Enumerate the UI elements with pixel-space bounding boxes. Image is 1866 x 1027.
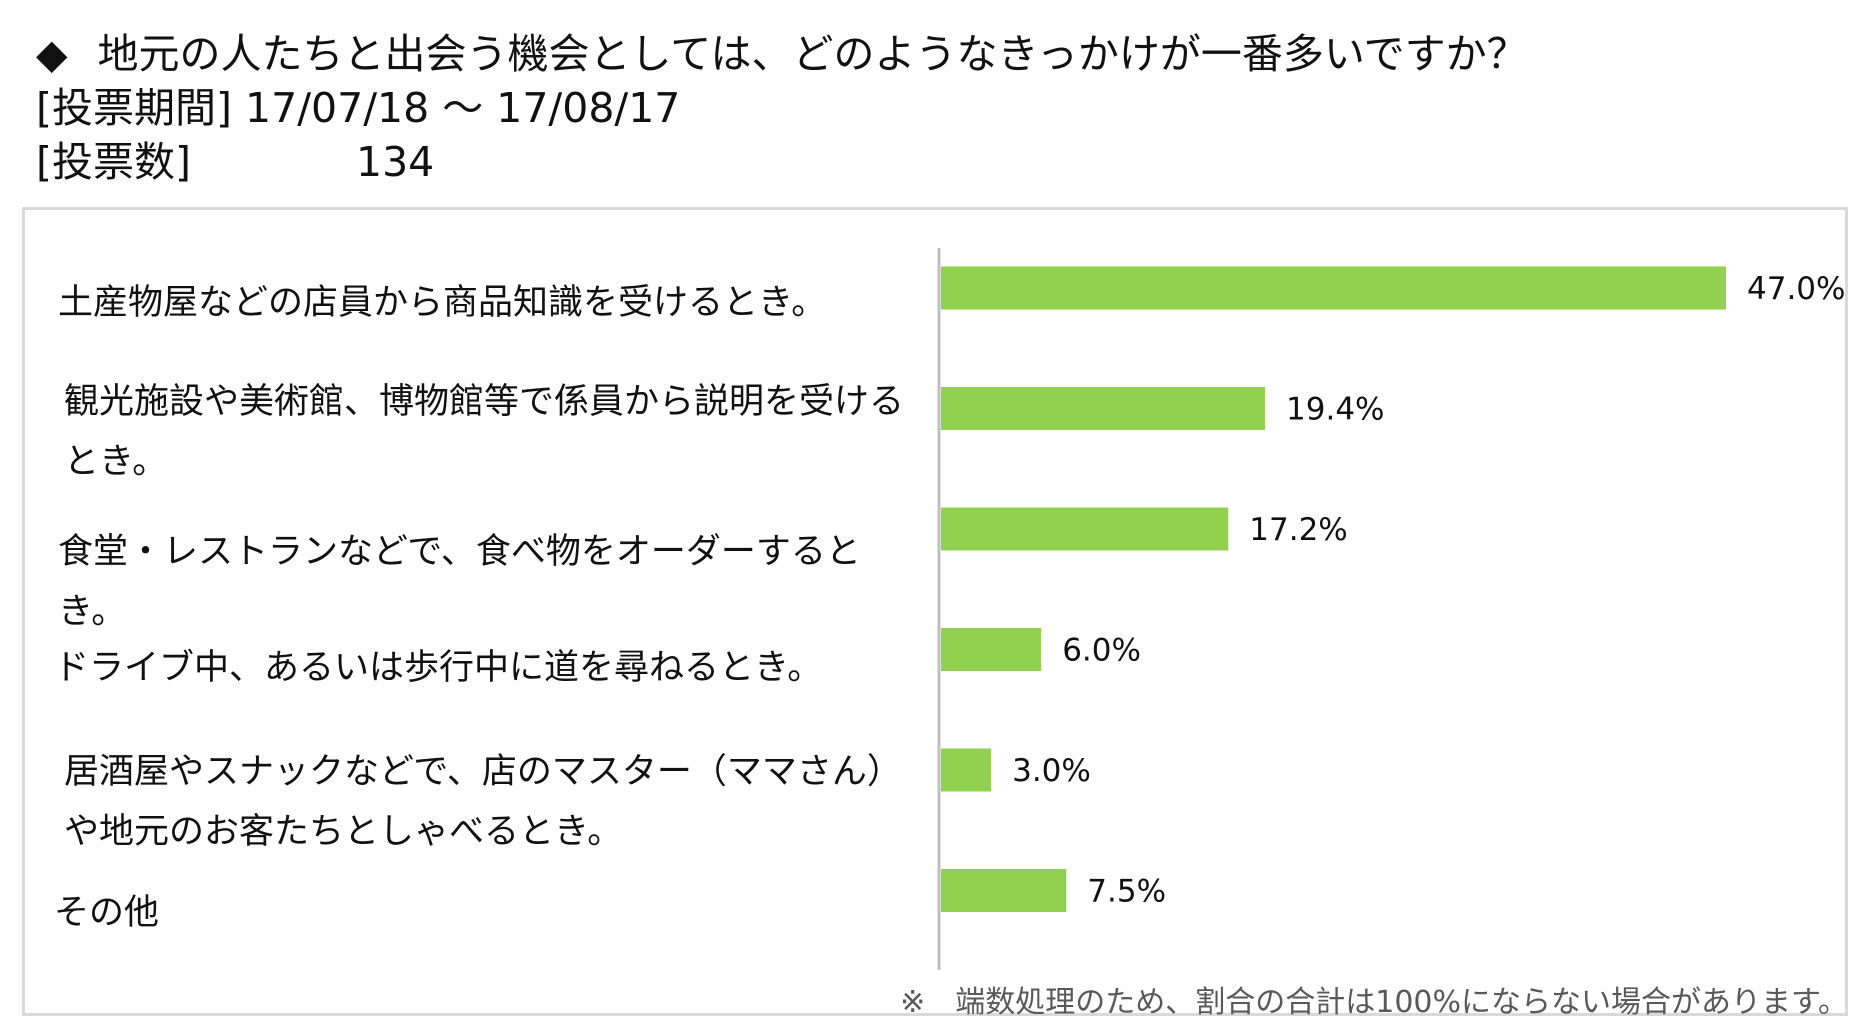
data-label: 19.4% xyxy=(1286,392,1384,428)
question-line: ◆ 地元の人たちと出会う機会としては、どのようなきっかけが一番多いですか？ xyxy=(36,34,1528,75)
bar xyxy=(941,628,1042,671)
category-label: その他 xyxy=(54,893,160,933)
bar xyxy=(941,266,1726,310)
category-label: 食堂・レストランなどで、食べ物をオーダーするとき。 xyxy=(58,532,861,632)
chart-frame xyxy=(22,207,1848,1016)
period-label: [投票期間] xyxy=(36,84,232,132)
question-text: 地元の人たちと出会う機会としては、どのようなきっかけが一番多いですか？ xyxy=(97,30,1528,78)
period-value: 17/07/18 〜 17/08/17 xyxy=(245,84,681,132)
bar xyxy=(941,507,1229,551)
bar xyxy=(941,387,1266,430)
diamond-icon: ◆ xyxy=(36,30,68,78)
category-label: 居酒屋やスナックなどで、店のマスター（ママさん）や地元のお客たちとしゃべるとき。 xyxy=(64,752,885,852)
category-label: 観光施設や美術館、博物館等で係員から説明を受けるとき。 xyxy=(64,382,905,482)
bar xyxy=(941,869,1067,912)
votes-line: [投票数] 134 xyxy=(36,142,434,183)
category-label: 土産物屋などの店員から商品知識を受けるとき。 xyxy=(58,283,827,323)
data-label: 17.2% xyxy=(1249,512,1347,548)
data-label: 3.0% xyxy=(1012,753,1091,789)
bar xyxy=(941,748,992,792)
footnote: ※ 端数処理のため、割合の合計は100%にならない場合があります。 xyxy=(900,985,1848,1020)
votes-label: [投票数] xyxy=(36,138,191,186)
data-label: 6.0% xyxy=(1062,633,1141,669)
data-label: 47.0% xyxy=(1747,271,1845,307)
data-label: 7.5% xyxy=(1087,874,1166,910)
category-label: ドライブ中、あるいは歩行中に道を尋ねるとき。 xyxy=(54,648,823,688)
votes-value: 134 xyxy=(356,138,435,186)
period-line: [投票期間] 17/07/18 〜 17/08/17 xyxy=(36,88,680,129)
